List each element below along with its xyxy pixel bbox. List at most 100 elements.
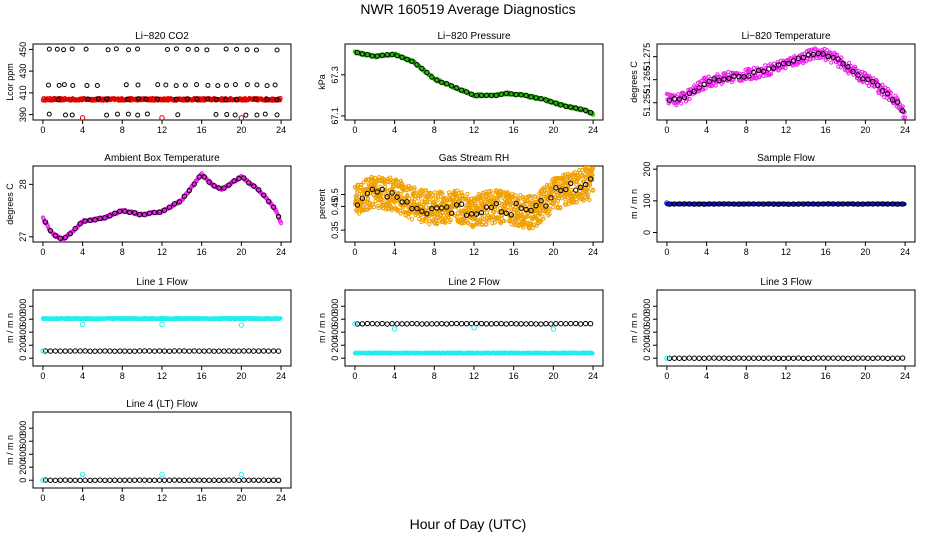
avg-point (681, 94, 687, 101)
y-axis-label: Lcor ppm (5, 63, 15, 101)
avg-point (439, 320, 445, 327)
avg-point (354, 202, 361, 208)
avg-point (232, 82, 238, 88)
avg-point (72, 348, 78, 354)
data-point (398, 208, 403, 214)
avg-point (429, 205, 435, 212)
x-tick-label: 12 (781, 247, 791, 257)
data-point (679, 101, 684, 106)
data-point (588, 183, 593, 188)
avg-point (548, 195, 554, 201)
avg-point (815, 50, 821, 57)
avg-point (463, 212, 470, 218)
series-box-avg (42, 174, 282, 241)
avg-point (166, 204, 173, 210)
avg-point (232, 112, 238, 118)
avg-point (424, 69, 430, 76)
x-tick-label: 24 (588, 371, 598, 381)
data-point (490, 191, 496, 196)
avg-point (135, 112, 141, 118)
data-point (159, 115, 165, 120)
avg-point (256, 187, 262, 193)
data-point (476, 201, 481, 206)
avg-point (104, 96, 110, 102)
avg-point (256, 348, 262, 354)
data-point (664, 200, 670, 206)
data-point (373, 175, 378, 181)
avg-point (394, 321, 400, 327)
data-point (576, 176, 581, 181)
data-point (838, 65, 843, 70)
avg-point (835, 56, 841, 62)
avg-point (770, 65, 777, 71)
x-tick-label: 4 (392, 125, 397, 135)
avg-point (409, 58, 415, 64)
avg-point (404, 56, 410, 62)
avg-point (855, 72, 861, 78)
series-co2-avg (45, 46, 280, 118)
data-layer (40, 171, 284, 242)
avg-point (439, 79, 445, 86)
avg-point (205, 82, 211, 88)
avg-point (82, 348, 88, 354)
avg-point (775, 62, 782, 68)
x-tick-label: 24 (900, 247, 910, 257)
avg-point (231, 178, 237, 184)
avg-point (835, 201, 841, 207)
avg-point (264, 96, 270, 102)
avg-point (523, 206, 529, 213)
avg-point (711, 201, 717, 207)
avg-point (67, 231, 73, 237)
x-tick-label: 12 (157, 125, 167, 135)
avg-point (374, 321, 380, 327)
data-point (465, 191, 470, 197)
y-axis-label: m / m n (629, 313, 639, 343)
data-point (415, 193, 421, 198)
avg-point (270, 348, 277, 354)
avg-point (206, 179, 212, 185)
data-point (813, 47, 818, 52)
avg-point (166, 348, 173, 354)
avg-point (577, 321, 584, 327)
avg-point (528, 320, 534, 327)
plot-frame (32, 43, 292, 121)
avg-point (409, 320, 415, 327)
data-point (423, 219, 428, 224)
data-point (456, 206, 461, 211)
avg-point (478, 92, 485, 98)
y-tick-label: 51.255 (642, 89, 652, 117)
data-point (352, 321, 358, 327)
data-point (846, 71, 851, 76)
data-point (769, 71, 774, 76)
avg-point (173, 83, 179, 89)
data-point (848, 63, 853, 69)
data-point (470, 208, 475, 213)
avg-point (439, 205, 445, 211)
data-point (820, 47, 825, 52)
avg-point (563, 103, 569, 109)
avg-point (577, 106, 584, 112)
x-tick-label: 12 (469, 125, 479, 135)
y-axis-label: m / m n (629, 189, 639, 219)
data-point (550, 326, 557, 332)
x-tick-label: 4 (704, 247, 709, 257)
x-tick-label: 0 (40, 125, 45, 135)
avg-point (721, 76, 727, 82)
avg-point (92, 348, 98, 354)
avg-point (434, 321, 440, 327)
avg-point (221, 348, 227, 354)
data-point (433, 201, 438, 206)
avg-point (825, 201, 831, 207)
data-point (520, 212, 525, 217)
y-tick-label: 27 (18, 232, 28, 242)
avg-point (369, 186, 375, 192)
avg-point (251, 348, 257, 354)
data-point (586, 189, 592, 194)
avg-point (671, 96, 678, 102)
avg-point (272, 82, 278, 88)
avg-point (384, 321, 390, 327)
avg-point (176, 199, 183, 205)
